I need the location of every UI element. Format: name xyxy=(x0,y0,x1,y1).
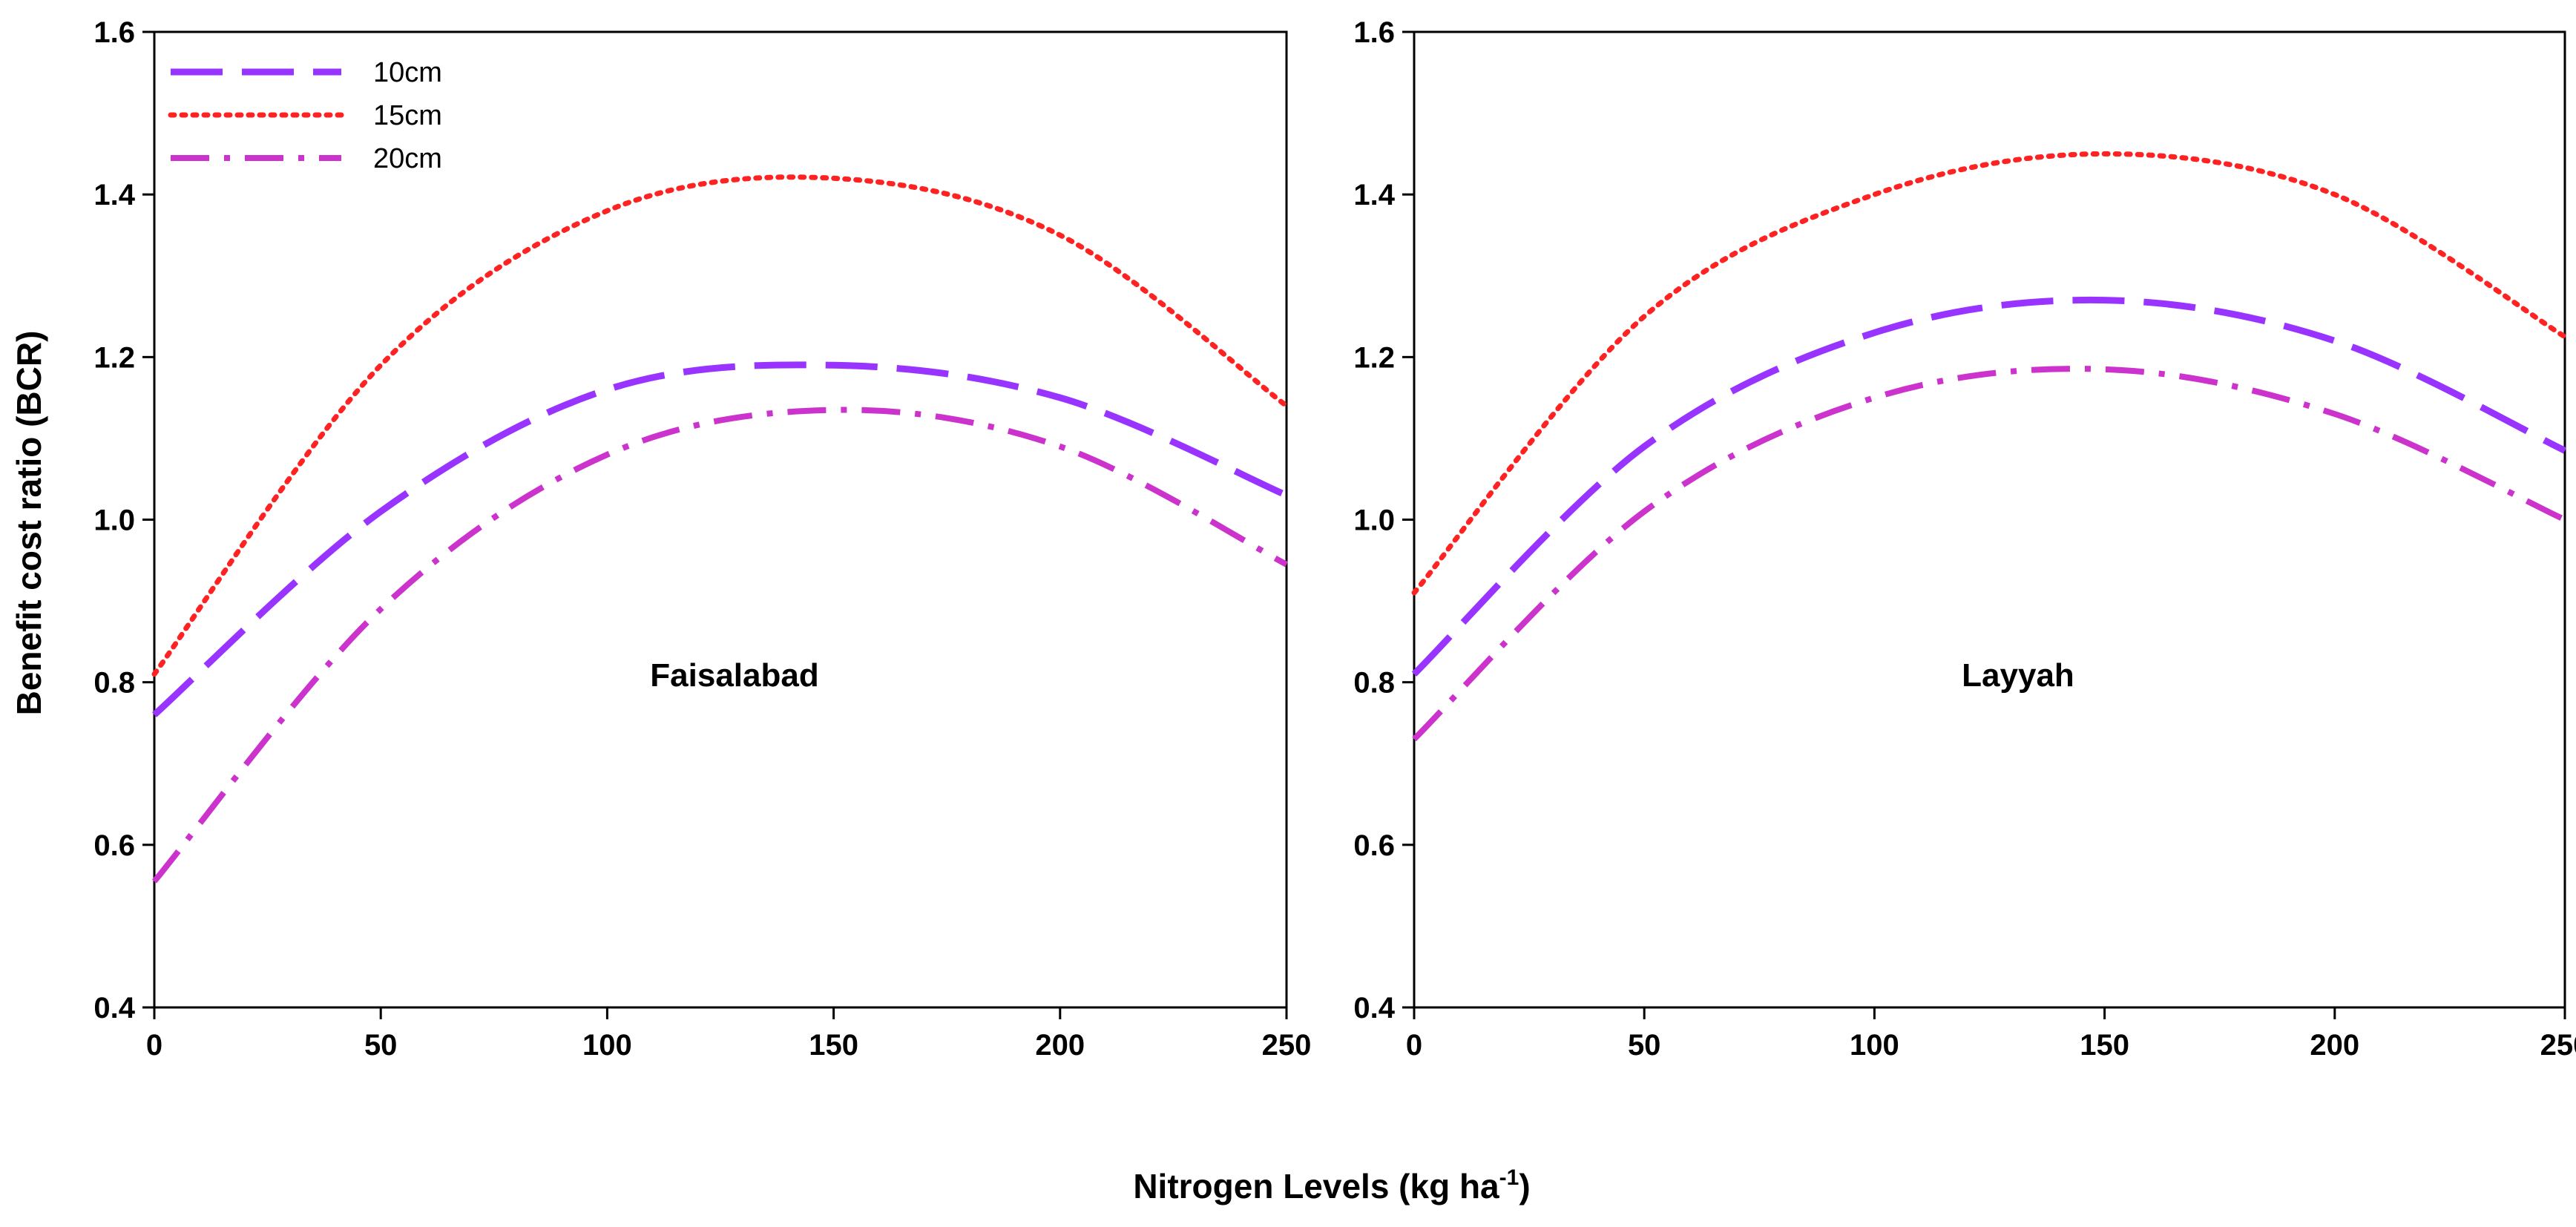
series-line-20cm xyxy=(1412,366,2566,742)
x-axis-title-close: ) xyxy=(1519,1167,1530,1205)
y-tick-label: 0.8 xyxy=(1353,667,1395,700)
x-tick-label: 250 xyxy=(1262,1029,1312,1062)
plot-frame xyxy=(153,30,1288,1009)
series-line-15cm xyxy=(151,174,1289,677)
x-axis-title-main: Nitrogen Levels (kg ha xyxy=(1133,1167,1499,1205)
panel-faisalabad: 0.4 0.6 0.8 1.0 1.2 1.4 1.6 0 50 100 150 200 250 Fais… xyxy=(93,16,1311,1062)
x-tick-label: 200 xyxy=(1035,1029,1085,1062)
x-tick-label: 150 xyxy=(809,1029,858,1062)
x-tick-label: 200 xyxy=(2310,1029,2359,1062)
y-tick-label: 0.4 xyxy=(1353,992,1395,1024)
x-tick-label: 150 xyxy=(2080,1029,2129,1062)
y-tick-label: 0.4 xyxy=(93,992,135,1024)
y-tick-label: 0.6 xyxy=(1353,829,1395,862)
legend: 10cm 15cm 20cm xyxy=(168,57,442,174)
y-tick-label: 1.4 xyxy=(1353,179,1395,211)
x-tick-label: 100 xyxy=(1850,1029,1899,1062)
x-tick-label: 250 xyxy=(2540,1029,2576,1062)
plot-frame xyxy=(1413,30,2566,1009)
x-tick-label: 50 xyxy=(364,1029,398,1062)
panel-label: Layyah xyxy=(1962,657,2074,694)
series-line-20cm xyxy=(151,407,1288,884)
x-axis-title-sup: -1 xyxy=(1499,1165,1519,1190)
series-line-10cm xyxy=(1411,296,2566,677)
panel-layyah: 0.4 0.6 0.8 1.0 1.2 1.4 1.6 0 50 100 150 200 250 Layy… xyxy=(1353,16,2576,1062)
legend-label: 10cm xyxy=(373,57,442,88)
x-tick-label: 0 xyxy=(146,1029,162,1062)
y-tick-label: 0.8 xyxy=(93,667,135,700)
legend-label: 20cm xyxy=(373,143,442,174)
panel-label: Faisalabad xyxy=(650,657,818,694)
y-tick-label: 1.6 xyxy=(93,16,135,49)
y-axis-title: Benefit cost ratio (BCR) xyxy=(10,331,48,716)
x-axis-title: Nitrogen Levels (kg ha-1) xyxy=(1133,1165,1530,1205)
series-line-10cm xyxy=(151,361,1288,717)
y-tick-label: 1.0 xyxy=(1353,504,1395,537)
legend-label: 15cm xyxy=(373,100,442,131)
x-tick-label: 0 xyxy=(1406,1029,1422,1062)
y-tick-label: 0.6 xyxy=(93,829,135,862)
y-tick-label: 1.2 xyxy=(1353,341,1395,374)
y-tick-label: 1.6 xyxy=(1353,16,1395,49)
y-tick-label: 1.4 xyxy=(93,179,135,211)
y-tick-label: 1.0 xyxy=(93,504,135,537)
x-tick-label: 100 xyxy=(582,1029,632,1062)
y-tick-label: 1.2 xyxy=(93,341,135,374)
series-line-15cm xyxy=(1411,151,2568,596)
x-tick-label: 50 xyxy=(1628,1029,1661,1062)
